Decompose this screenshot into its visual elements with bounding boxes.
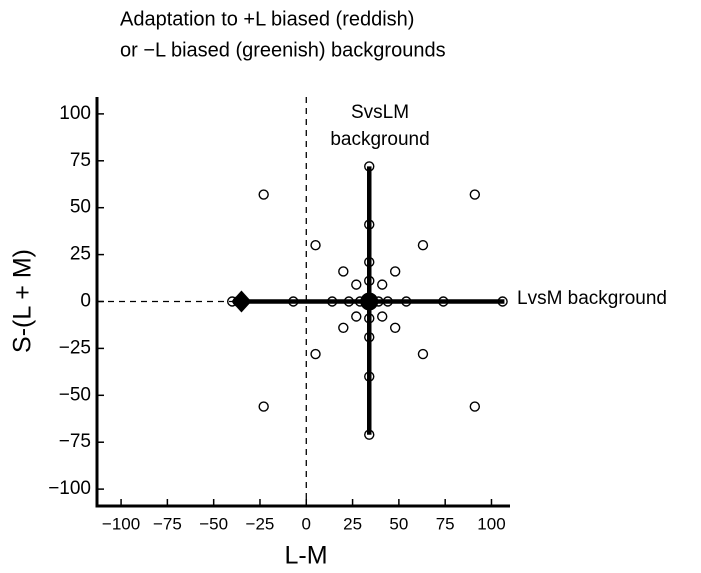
annotation: SvsLM (351, 102, 409, 123)
test-point (338, 322, 349, 333)
test-point (389, 322, 401, 333)
test-point (417, 348, 429, 360)
y-tick-label: −25 (59, 337, 91, 358)
x-tick-label: −75 (153, 514, 182, 533)
y-tick-label: 25 (70, 244, 91, 265)
test-point (310, 348, 321, 360)
test-point (417, 240, 429, 251)
background-marker (231, 290, 252, 313)
test-point (343, 296, 355, 307)
test-point (327, 296, 338, 307)
test-point (338, 266, 349, 277)
annotation: LvsM background (517, 288, 667, 309)
x-tick-label: −100 (102, 514, 140, 533)
x-tick-label: 75 (436, 514, 455, 533)
y-tick-label: 0 (80, 291, 91, 312)
test-point (310, 240, 321, 251)
test-point (258, 401, 269, 412)
y-axis-label: S-(L + M) (9, 249, 37, 353)
x-axis-label: L-M (284, 542, 327, 570)
test-point (401, 296, 412, 307)
y-tick-label: −100 (48, 478, 91, 499)
test-point (364, 256, 375, 268)
test-point (364, 429, 375, 440)
x-tick-label: 0 (302, 514, 311, 533)
x-tick-label: 100 (477, 514, 505, 533)
test-point (469, 189, 481, 200)
test-point (469, 401, 481, 412)
y-tick-label: 75 (70, 150, 91, 171)
chart-title: or −L biased (greenish) backgrounds (120, 39, 446, 61)
annotation: background (330, 129, 429, 150)
test-point (364, 275, 375, 287)
test-point (364, 331, 375, 343)
x-tick-label: −25 (246, 514, 275, 533)
test-point (382, 296, 393, 307)
test-point (351, 311, 362, 322)
x-tick-label: −50 (199, 514, 228, 533)
test-point (377, 279, 388, 290)
test-point (497, 296, 508, 307)
test-point (364, 371, 375, 382)
y-tick-label: 50 (70, 197, 91, 218)
test-point (377, 311, 388, 322)
chart-title: Adaptation to +L biased (reddish) (120, 8, 414, 30)
y-tick-label: −75 (59, 431, 91, 452)
test-point (351, 279, 362, 290)
test-point (389, 266, 401, 277)
test-point (364, 219, 375, 230)
test-point (438, 296, 449, 307)
x-tick-label: 25 (343, 514, 362, 533)
x-tick-label: 50 (389, 514, 408, 533)
test-point (288, 296, 299, 307)
background-marker (360, 292, 379, 311)
test-point (364, 313, 375, 324)
y-tick-label: 100 (59, 103, 91, 124)
y-tick-label: −50 (59, 384, 91, 405)
test-point (364, 161, 375, 172)
test-point (258, 189, 269, 200)
